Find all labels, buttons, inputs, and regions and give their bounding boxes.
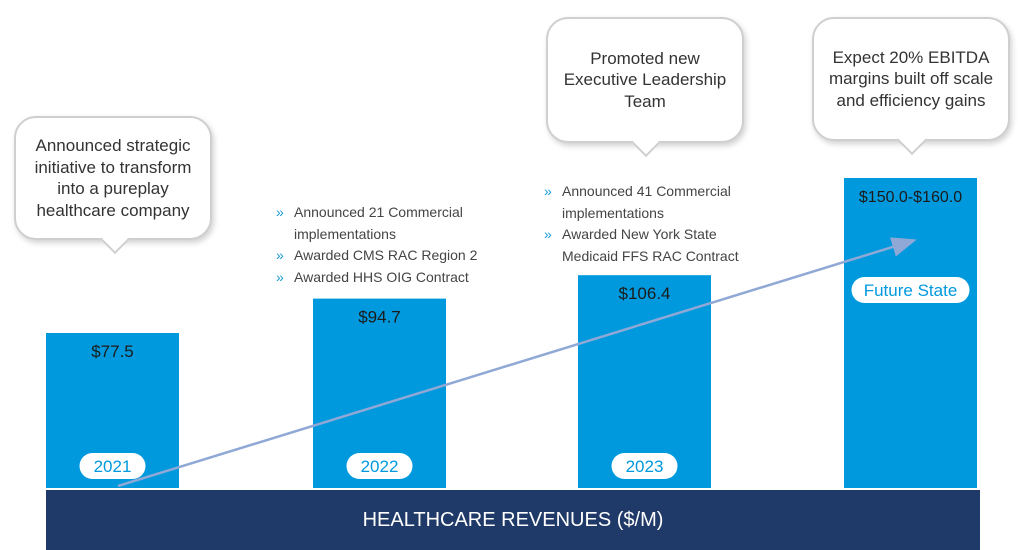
callout-future: Expect 20% EBITDA margins built off scal…: [812, 17, 1010, 141]
note-item: Announced 41 Commercial implementations: [542, 181, 772, 224]
value-label: $106.4: [619, 284, 671, 303]
callout-2023: Promoted new Executive Leadership Team: [546, 17, 744, 143]
note-item: Awarded CMS RAC Region 2: [274, 245, 514, 267]
chart-title: HEALTHCARE REVENUES ($/M): [362, 508, 664, 531]
category-pill: [346, 453, 413, 479]
callout-2023-text: Promoted new Executive Leadership Team: [563, 48, 727, 111]
value-label: $94.7: [358, 308, 401, 327]
bar-future-state: [844, 178, 977, 488]
category-label: 2023: [626, 457, 664, 476]
category-pill: [79, 453, 146, 479]
callout-future-text: Expect 20% EBITDA margins built off scal…: [828, 47, 994, 110]
notes-2023: Announced 41 Commercial implementations …: [542, 181, 772, 267]
note-item: Awarded HHS OIG Contract: [274, 267, 514, 289]
notes-2022: Announced 21 Commercial implementations …: [274, 202, 514, 288]
callout-2021: Announced strategic initiative to transf…: [14, 116, 212, 240]
category-label: Future State: [864, 281, 958, 300]
value-label: $150.0-$160.0: [859, 189, 962, 206]
chart-title-bar: HEALTHCARE REVENUES ($/M): [46, 490, 980, 550]
category-pill: [851, 277, 970, 303]
category-label: 2021: [94, 457, 132, 476]
callout-2021-text: Announced strategic initiative to transf…: [34, 136, 192, 220]
note-item: Awarded New York State Medicaid FFS RAC …: [542, 224, 772, 267]
note-item: Announced 21 Commercial implementations: [274, 202, 514, 245]
category-pill: [611, 453, 678, 479]
trend-arrow: [117, 237, 917, 488]
value-label: $77.5: [91, 342, 134, 361]
category-label: 2022: [361, 457, 399, 476]
